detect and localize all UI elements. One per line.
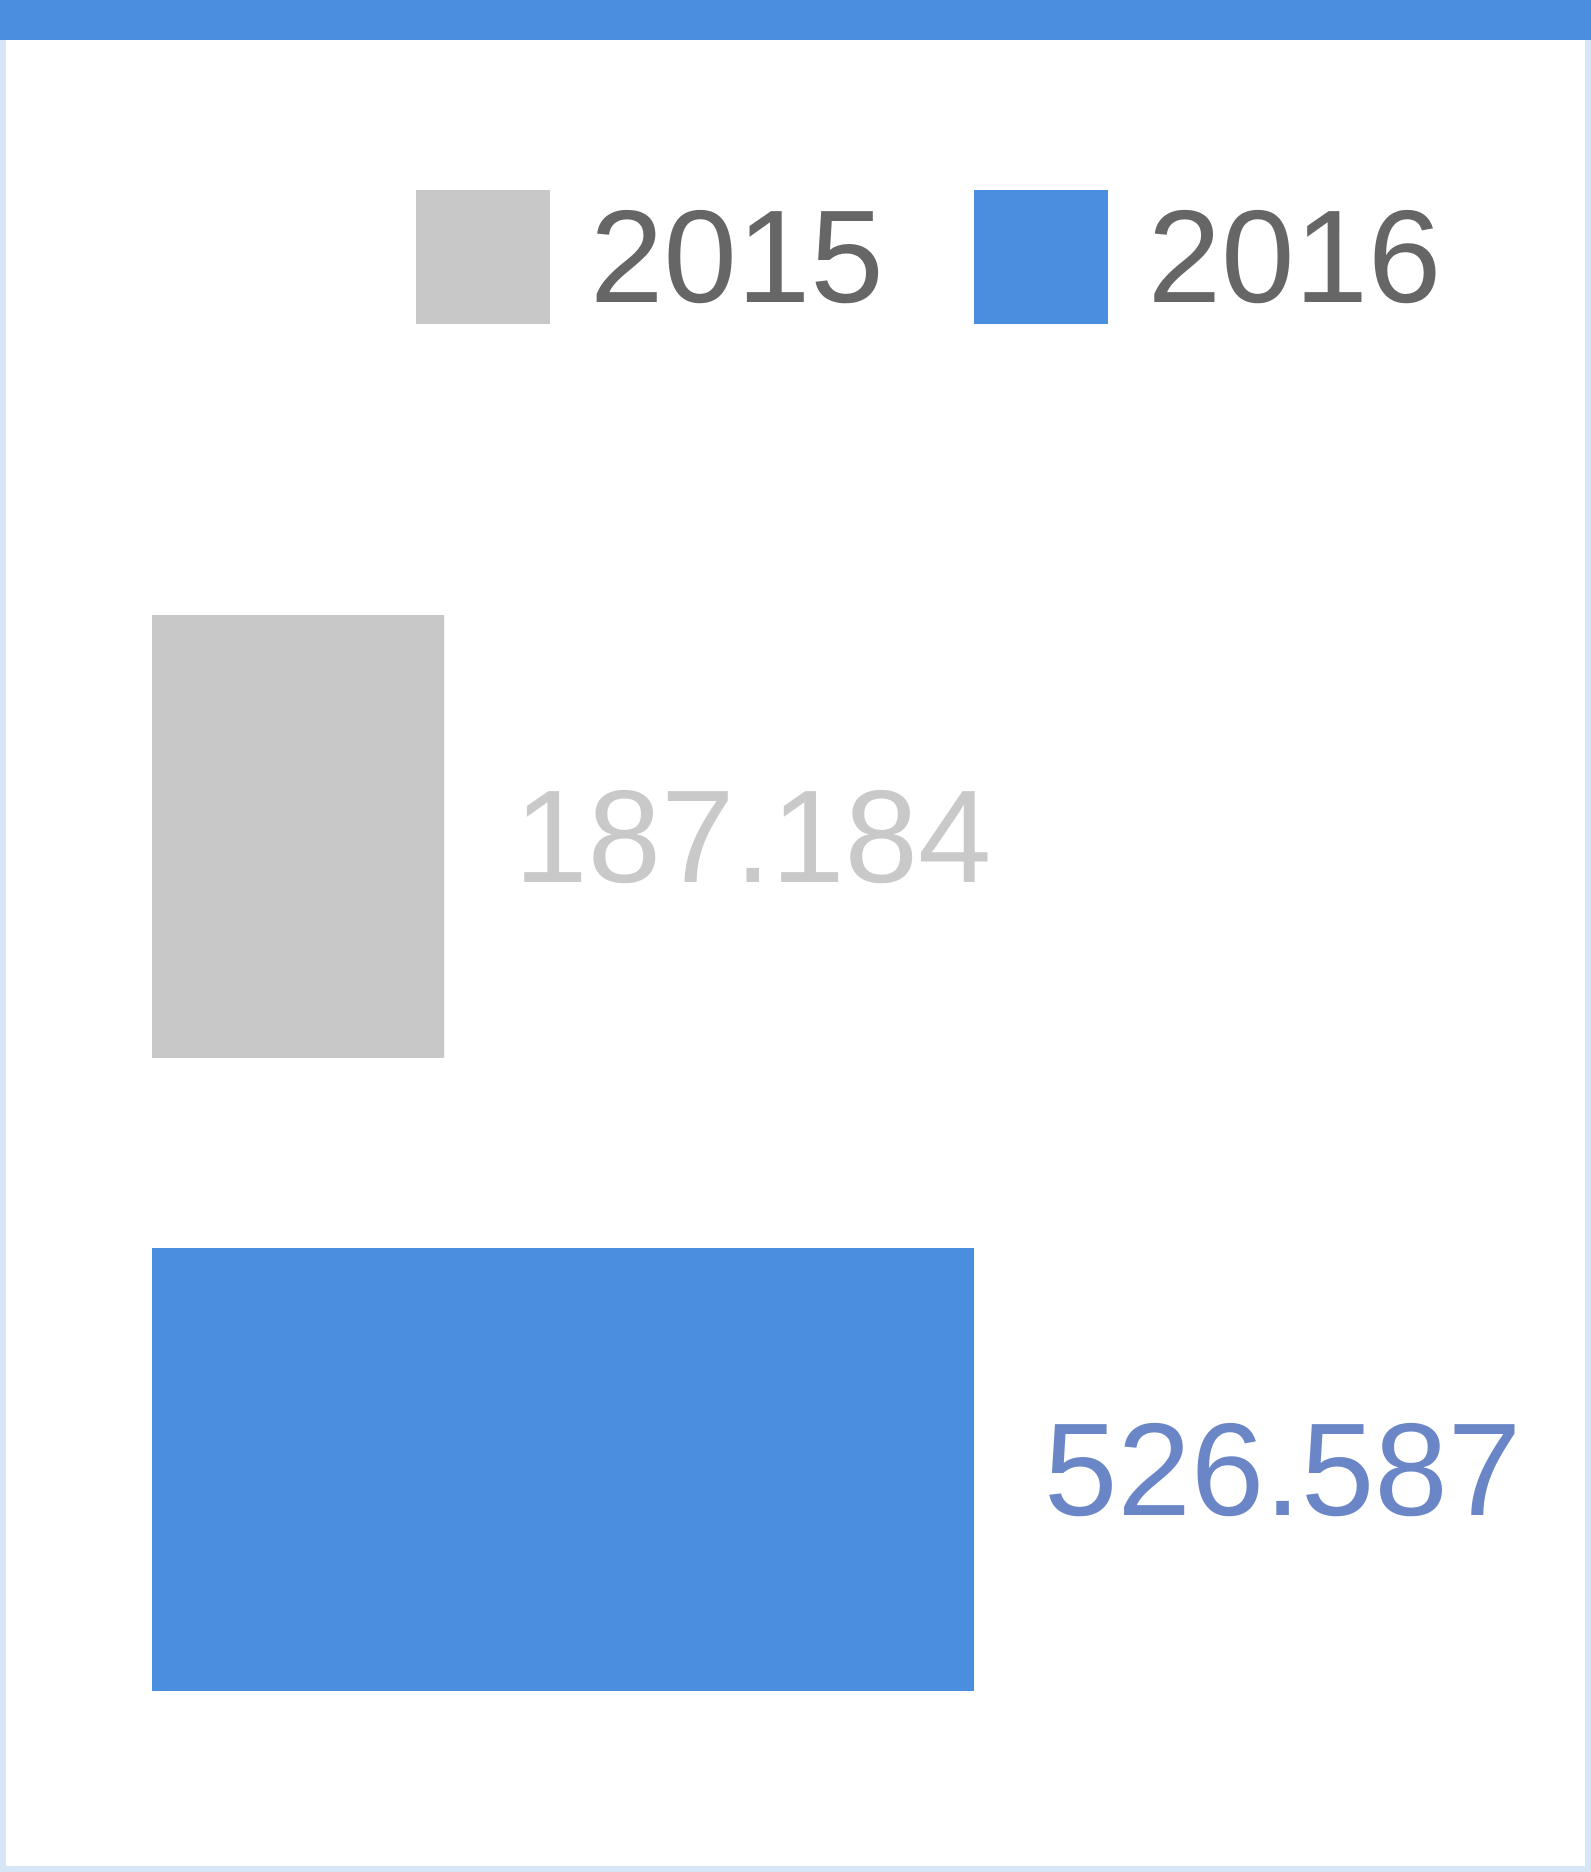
- legend-swatch-2015: [416, 190, 550, 324]
- legend-label-2015: 2015: [590, 183, 884, 330]
- legend-swatch-2016: [973, 190, 1108, 324]
- value-label-2016: 526.587: [1044, 1396, 1521, 1543]
- legend-item-2015[interactable]: 2015: [416, 190, 884, 324]
- bar-2016[interactable]: [152, 1248, 974, 1691]
- bar-2015[interactable]: [152, 615, 445, 1058]
- legend-item-2016[interactable]: 2016: [973, 183, 1442, 330]
- value-label-2015: 187.184: [514, 763, 991, 910]
- chart-legend: 2015 2016: [416, 190, 1531, 324]
- header-bar: [0, 0, 1591, 40]
- legend-label-2016: 2016: [1147, 183, 1442, 330]
